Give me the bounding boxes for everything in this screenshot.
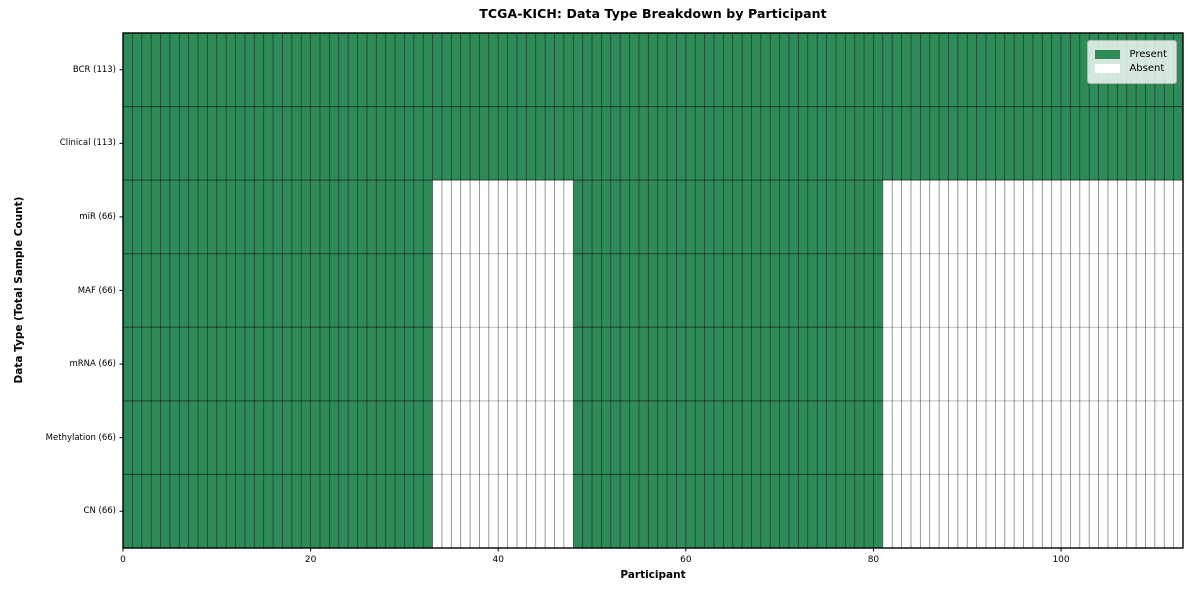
absent-swatch bbox=[1095, 64, 1121, 73]
x-tick-label: 0 bbox=[120, 555, 126, 565]
y-tick-label: CN (66) bbox=[83, 506, 116, 517]
legend-item-absent: Absent bbox=[1095, 63, 1167, 74]
legend-item-present: Present bbox=[1095, 49, 1167, 60]
x-tick-label: 20 bbox=[304, 555, 317, 565]
legend: Present Absent bbox=[1087, 40, 1177, 84]
legend-label-present: Present bbox=[1129, 49, 1167, 60]
x-tick-label: 80 bbox=[867, 555, 880, 565]
y-tick-label: BCR (113) bbox=[72, 64, 116, 75]
y-tick-label: MAF (66) bbox=[77, 285, 116, 296]
x-axis-title: Participant bbox=[620, 569, 686, 581]
y-tick-label: Methylation (66) bbox=[45, 432, 116, 443]
y-tick-label: mRNA (66) bbox=[69, 359, 116, 370]
x-tick-label: 40 bbox=[492, 555, 504, 565]
legend-label-absent: Absent bbox=[1129, 63, 1165, 74]
y-tick-label: miR (66) bbox=[79, 211, 116, 222]
x-tick-label: 100 bbox=[1052, 555, 1070, 565]
y-tick-label: Clinical (113) bbox=[59, 138, 116, 149]
chart-title: TCGA-KICH: Data Type Breakdown by Partic… bbox=[479, 6, 827, 21]
present-swatch bbox=[1095, 50, 1121, 59]
x-tick-label: 60 bbox=[680, 555, 692, 565]
